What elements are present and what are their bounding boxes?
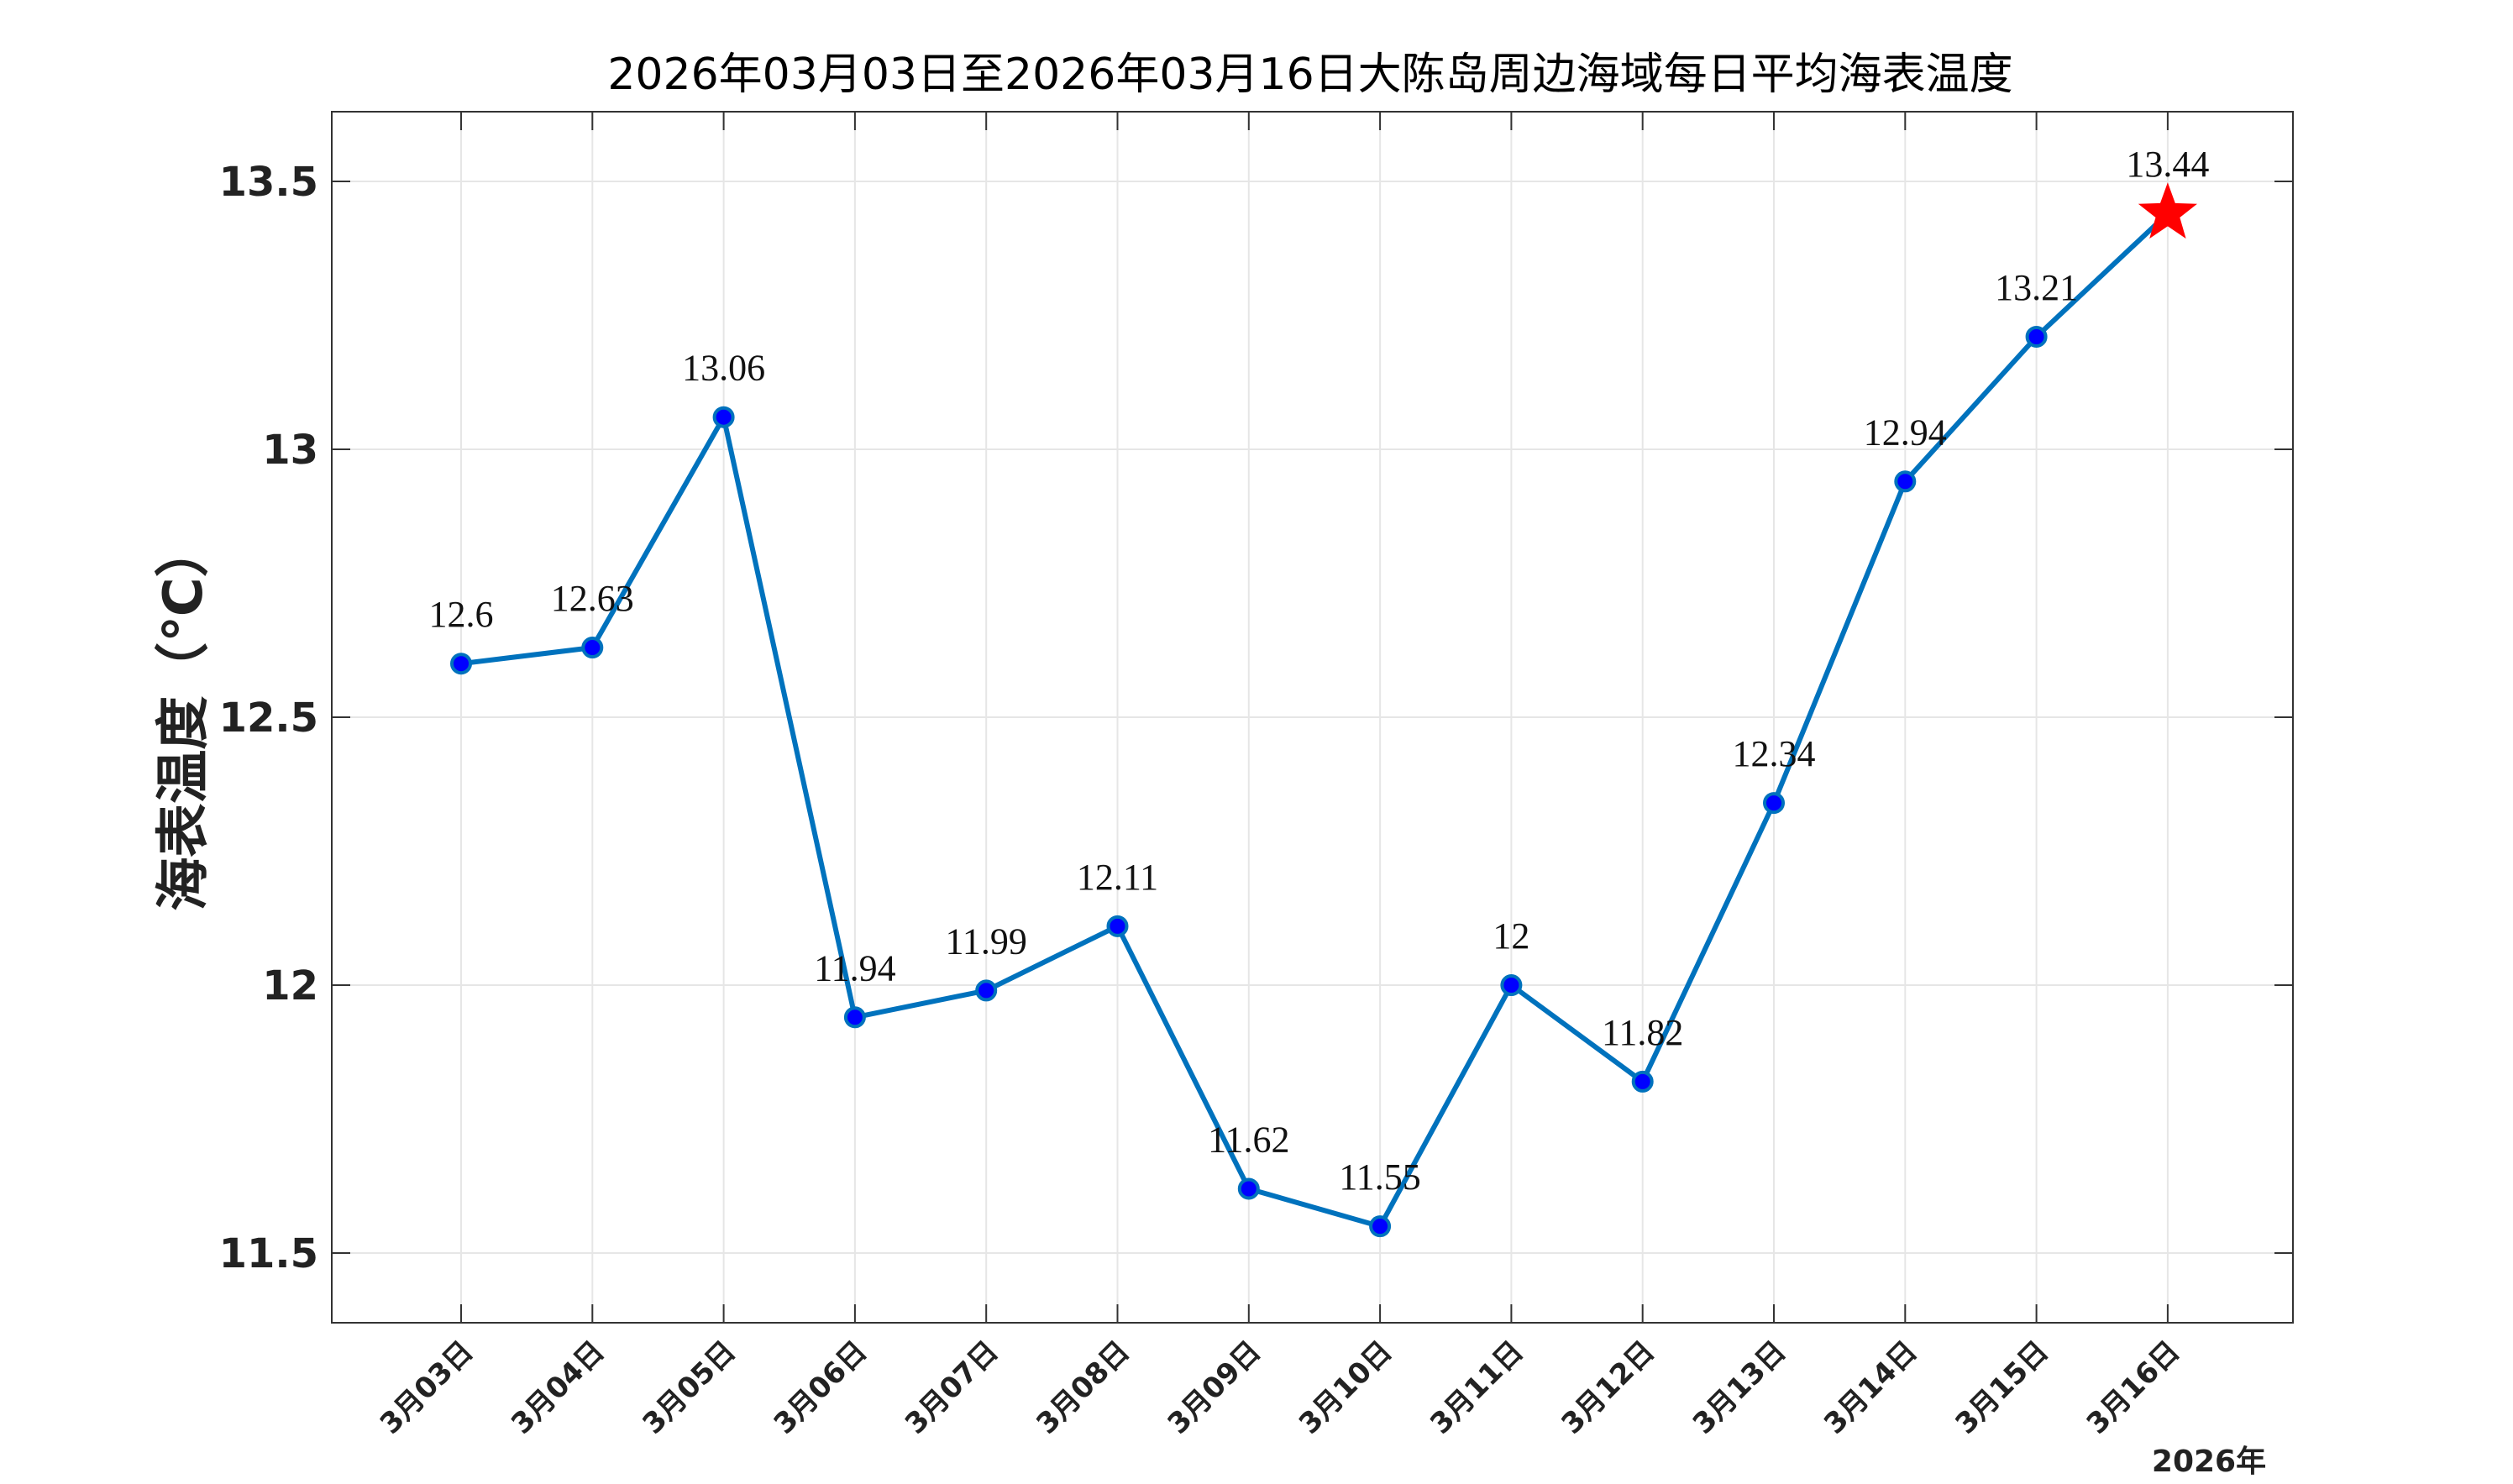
data-value-label: 11.62 xyxy=(1208,1119,1289,1160)
data-point-marker xyxy=(712,406,735,428)
data-point-marker xyxy=(450,653,472,675)
latest-value-star-marker xyxy=(2138,182,2197,239)
data-value-label: 13.06 xyxy=(682,348,765,389)
data-point-marker xyxy=(1894,470,1917,493)
data-point-marker xyxy=(1369,1215,1392,1238)
data-point-marker xyxy=(1763,792,1785,815)
data-point-marker xyxy=(843,1006,866,1029)
y-tick-label: 12.5 xyxy=(219,695,318,742)
data-point-marker xyxy=(1631,1070,1654,1093)
data-labels: 12.6 12.63 13.06 11.94 11.99 12.11 11.62 11.55 1… xyxy=(429,144,2210,1198)
data-value-label: 11.99 xyxy=(946,920,1027,962)
data-value-label: 12.34 xyxy=(1733,733,1816,774)
data-value-label: 13.44 xyxy=(2126,144,2209,185)
data-value-label: 12.11 xyxy=(1077,857,1158,898)
y-tick-label: 11.5 xyxy=(219,1230,318,1277)
data-value-label: 11.94 xyxy=(814,947,895,988)
grid-lines xyxy=(332,112,2293,1323)
y-axis-label: 海表温度（℃） xyxy=(153,523,215,911)
data-point-marker xyxy=(975,979,998,1002)
data-points xyxy=(450,182,2197,1238)
data-point-marker xyxy=(1106,915,1129,937)
data-value-label: 12 xyxy=(1493,915,1529,957)
data-value-label: 12.63 xyxy=(551,578,634,619)
x-axis-year-label: 2026年 xyxy=(2152,1445,2266,1479)
series-line-group xyxy=(460,212,2169,1230)
data-value-label: 11.82 xyxy=(1602,1012,1683,1053)
data-value-label: 12.94 xyxy=(1864,412,1947,453)
data-point-marker xyxy=(581,637,604,659)
data-point-marker xyxy=(2025,325,2048,348)
y-tick-label: 13.5 xyxy=(219,159,318,206)
y-tick-label: 12 xyxy=(262,962,318,1009)
chart-title: 2026年03月03日至2026年03月16日大陈岛周边海域每日平均海表温度 xyxy=(607,50,2012,100)
data-point-marker xyxy=(1237,1177,1260,1200)
data-value-label: 11.55 xyxy=(1339,1156,1420,1198)
data-value-label: 12.6 xyxy=(429,594,494,635)
data-point-marker xyxy=(1500,974,1523,997)
temperature-series-line xyxy=(460,212,2169,1230)
data-value-label: 13.21 xyxy=(1995,267,2078,308)
y-tick-label: 13 xyxy=(262,427,318,474)
